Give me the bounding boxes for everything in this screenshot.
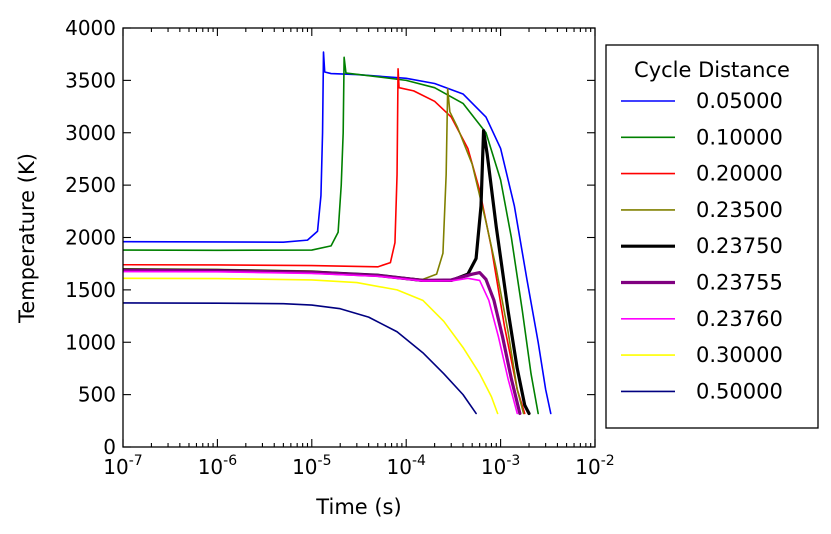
legend-label-0.23750: 0.23750 (696, 234, 783, 258)
y-tick-label: 3000 (65, 121, 116, 145)
series-line-0.23755 (123, 268, 522, 416)
legend-label-0.05000: 0.05000 (696, 89, 783, 113)
series-group (123, 51, 552, 416)
tick-marks (122, 27, 596, 448)
legend-box (605, 44, 819, 429)
series-line-0.20000 (123, 68, 526, 415)
y-tick-label: 500 (78, 383, 116, 407)
x-tick-label: 10-5 (292, 453, 331, 479)
legend-label-0.50000: 0.50000 (696, 379, 783, 403)
legend: Cycle Distance 0.05000 0.10000 0.20000 0.23… (605, 44, 819, 429)
y-tick-label: 2000 (65, 226, 116, 250)
legend-label-0.23755: 0.23755 (696, 271, 783, 295)
y-tick-label: 0 (103, 435, 116, 459)
y-tick-label: 2500 (65, 173, 116, 197)
series-line-0.23760 (123, 270, 519, 415)
legend-entries: 0.05000 0.10000 0.20000 0.23500 0.23750 0.237… (621, 89, 783, 403)
series-line-0.50000 (123, 302, 477, 415)
x-tick-label: 10-2 (575, 453, 614, 479)
x-tick-label: 10-7 (103, 453, 142, 479)
plot-area (123, 28, 595, 447)
series-line-0.30000 (123, 277, 499, 415)
legend-label-0.30000: 0.30000 (696, 343, 783, 367)
series-line-0.10000 (123, 56, 539, 415)
x-tick-labels: 10-7 10-6 10-5 10-4 10-3 10-2 (103, 453, 614, 479)
legend-label-0.23500: 0.23500 (696, 198, 783, 222)
y-tick-label: 3500 (65, 68, 116, 92)
legend-title: Cycle Distance (634, 58, 790, 82)
y-axis-title: Temperature (K) (15, 153, 39, 324)
y-tick-label: 4000 (65, 16, 116, 40)
x-tick-label: 10-3 (481, 453, 520, 479)
y-tick-labels: 0 500 1000 1500 2000 2500 3000 3500 4000 (65, 16, 116, 459)
legend-label-0.23760: 0.23760 (696, 307, 783, 331)
x-tick-label: 10-6 (198, 453, 238, 479)
plot-frame (122, 27, 596, 448)
legend-label-0.10000: 0.10000 (696, 125, 783, 149)
x-tick-label: 10-4 (386, 453, 426, 479)
y-tick-label: 1000 (65, 330, 116, 354)
legend-label-0.20000: 0.20000 (696, 162, 783, 186)
y-tick-label: 1500 (65, 278, 116, 302)
x-axis-title: Time (s) (315, 495, 401, 519)
